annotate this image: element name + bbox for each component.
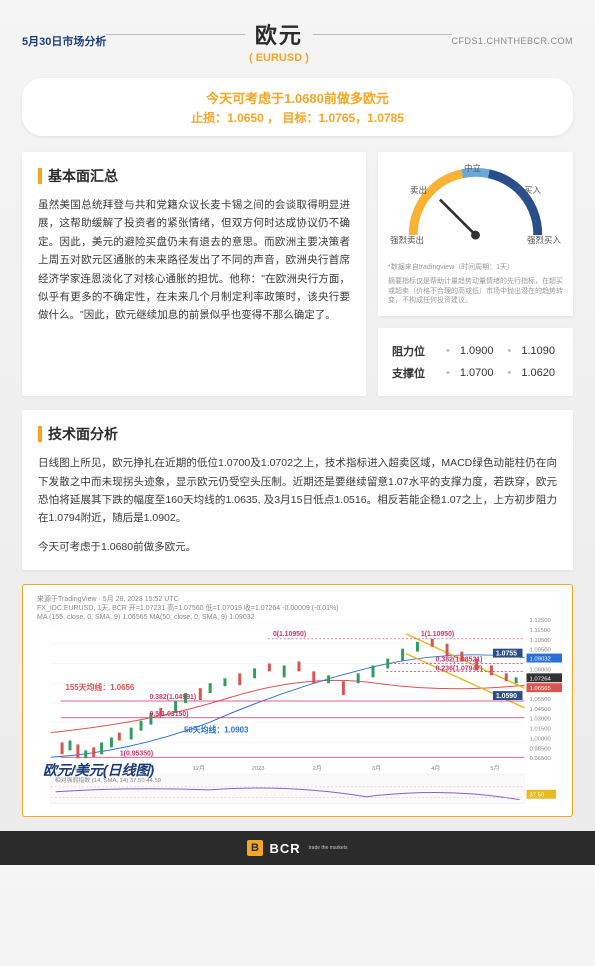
fundamental-title: 基本面汇总 bbox=[38, 166, 350, 186]
sentiment-gauge: 强烈卖出 卖出 中立 买入 强烈买入 bbox=[388, 164, 563, 259]
r2: 1.1090 bbox=[521, 345, 559, 357]
svg-text:5月: 5月 bbox=[490, 765, 499, 772]
svg-text:12月: 12月 bbox=[193, 765, 205, 772]
chart-meta-2: FX_IDC:EURUSD, 1天, BCR 开=1.07231 高=1.075… bbox=[37, 604, 339, 613]
svg-text:1.0755: 1.0755 bbox=[496, 651, 517, 658]
svg-text:1.05500: 1.05500 bbox=[529, 697, 551, 703]
price-chart: 来源于TradingView · 5月 28, 2023 15:52 UTC F… bbox=[31, 593, 564, 808]
technical-card: 技术面分析 日线图上所见，欧元挣扎在近期的低位1.0700及1.0702之上，技… bbox=[22, 410, 573, 570]
sentiment-gauge-card: 强烈卖出 卖出 中立 买入 强烈买入 *数据来自tradingview（时间周期… bbox=[378, 152, 573, 316]
s2: 1.0620 bbox=[521, 367, 559, 379]
svg-text:1.07264: 1.07264 bbox=[529, 676, 551, 682]
s1: 1.0700 bbox=[460, 367, 498, 379]
site-label: CFDS1.CHNTHEBCR.COM bbox=[451, 36, 573, 46]
chart-meta-1: 来源于TradingView · 5月 28, 2023 15:52 UTC bbox=[37, 595, 339, 604]
footer-tagline: trade the markets bbox=[309, 845, 348, 851]
svg-text:0.382(1.04991): 0.382(1.04991) bbox=[149, 694, 196, 701]
technical-p1: 日线图上所见，欧元挣扎在近期的低位1.0700及1.0702之上，技术指标进入超… bbox=[38, 454, 557, 528]
svg-text:0.5(1.03150): 0.5(1.03150) bbox=[149, 711, 188, 718]
svg-text:4月: 4月 bbox=[431, 765, 440, 772]
svg-text:0(1.10950): 0(1.10950) bbox=[273, 631, 306, 638]
gauge-strong-sell: 强烈卖出 bbox=[390, 234, 424, 246]
svg-text:1.00000: 1.00000 bbox=[529, 737, 551, 743]
date-label: 5月30日市场分析 bbox=[22, 33, 106, 49]
page-title: 欧元 bbox=[255, 18, 303, 50]
svg-text:1.12500: 1.12500 bbox=[529, 618, 551, 624]
svg-text:1.09500: 1.09500 bbox=[529, 648, 551, 654]
svg-text:155天均线：1.0656: 155天均线：1.0656 bbox=[66, 682, 135, 692]
chart-meta-3: MA (155, close, 0, SMA, 9) 1.06565 MA(50… bbox=[37, 613, 339, 622]
recommendation-line2: 止损：1.0650 ， 目标：1.0765，1.0785 bbox=[42, 109, 553, 126]
svg-text:1(1.10950): 1(1.10950) bbox=[421, 631, 454, 638]
gauge-strong-buy: 强烈买入 bbox=[527, 234, 561, 246]
svg-text:37.50: 37.50 bbox=[529, 793, 544, 799]
technical-title: 技术面分析 bbox=[38, 424, 557, 444]
symbol-label: ( EURUSD ) bbox=[106, 52, 451, 64]
svg-text:1(0.95350): 1(0.95350) bbox=[120, 750, 153, 757]
r1: 1.0900 bbox=[460, 345, 498, 357]
technical-p2: 今天可考虑于1.0680前做多欧元。 bbox=[38, 538, 557, 556]
fundamental-text: 虽然美国总统拜登与共和党籍众议长麦卡锡之间的会谈取得明显进展，这帮助缓解了投资者… bbox=[38, 196, 350, 325]
svg-text:0.236(1.07947): 0.236(1.07947) bbox=[436, 665, 483, 672]
svg-text:1.04500: 1.04500 bbox=[529, 707, 551, 713]
svg-text:2月: 2月 bbox=[313, 765, 322, 772]
chart-card: 来源于TradingView · 5月 28, 2023 15:52 UTC F… bbox=[22, 584, 573, 817]
gauge-sell: 卖出 bbox=[410, 184, 427, 196]
svg-text:1.0590: 1.0590 bbox=[496, 693, 517, 700]
footer: B BCR trade the markets bbox=[0, 831, 595, 865]
svg-text:50天均线：1.0903: 50天均线：1.0903 bbox=[184, 725, 249, 735]
gauge-source: *数据来自tradingview（时间周期：1天） bbox=[388, 263, 563, 273]
page-header: 5月30日市场分析 欧元 ( EURUSD ) CFDS1.CHNTHEBCR.… bbox=[22, 18, 573, 64]
svg-text:1.01500: 1.01500 bbox=[529, 727, 551, 733]
svg-text:1.11500: 1.11500 bbox=[529, 628, 551, 634]
gauge-disclaimer: 摘要指标仅是帮助计量趋势动量情绪的先行指标，在超买或超卖（价格不合理的高或低）市… bbox=[388, 277, 563, 306]
svg-text:1.09032: 1.09032 bbox=[529, 657, 550, 663]
chart-title: 欧元/美元(日线图) bbox=[43, 760, 154, 780]
support-label: 支撑位 bbox=[392, 365, 436, 381]
recommendation-box: 今天可考虑于1.0680前做多欧元 止损：1.0650 ， 目标：1.0765，… bbox=[22, 78, 573, 136]
recommendation-line1: 今天可考虑于1.0680前做多欧元 bbox=[42, 88, 553, 107]
svg-text:1.10500: 1.10500 bbox=[529, 638, 551, 644]
svg-text:1.08000: 1.08000 bbox=[529, 667, 551, 673]
svg-text:1.03000: 1.03000 bbox=[529, 717, 551, 723]
svg-text:0.382(1.08521): 0.382(1.08521) bbox=[436, 657, 483, 664]
svg-text:0.98500: 0.98500 bbox=[529, 746, 551, 752]
svg-text:2023: 2023 bbox=[251, 766, 265, 772]
svg-text:3月: 3月 bbox=[372, 765, 381, 772]
svg-text:0.96500: 0.96500 bbox=[529, 756, 551, 762]
footer-brand: BCR bbox=[269, 841, 300, 856]
gauge-neutral: 中立 bbox=[464, 162, 481, 174]
bcr-logo-icon: B bbox=[247, 840, 263, 856]
gauge-buy: 买入 bbox=[524, 184, 541, 196]
resistance-label: 阻力位 bbox=[392, 343, 436, 359]
svg-text:1.06565: 1.06565 bbox=[529, 686, 551, 692]
levels-card: 阻力位 •1.0900 •1.1090 支撑位 •1.0700 •1.0620 bbox=[378, 328, 573, 396]
fundamental-card: 基本面汇总 虽然美国总统拜登与共和党籍众议长麦卡锡之间的会谈取得明显进展，这帮助… bbox=[22, 152, 366, 396]
